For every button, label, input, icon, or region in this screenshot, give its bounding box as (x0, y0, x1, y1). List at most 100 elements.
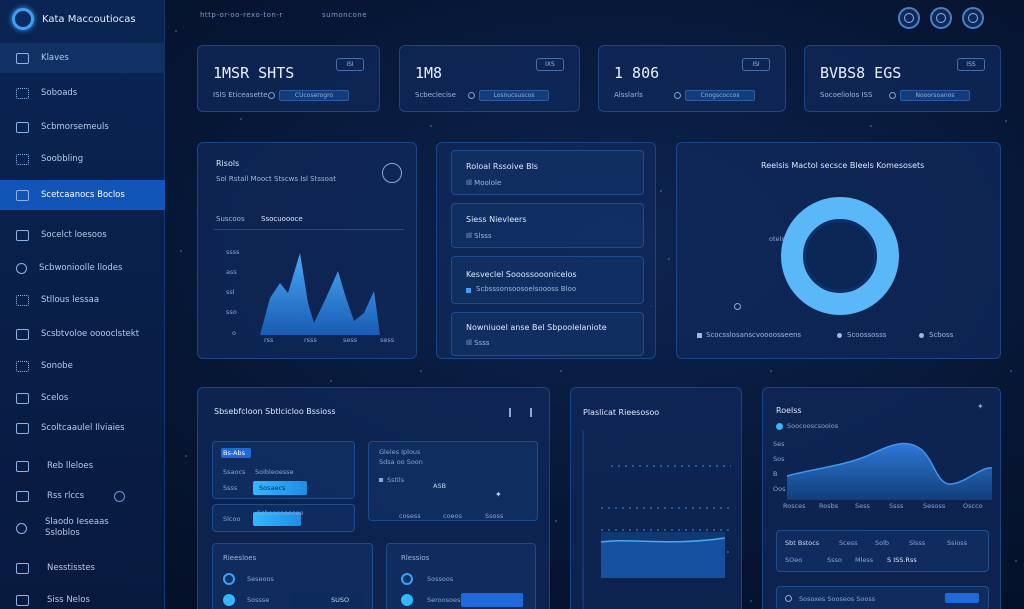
flow-panel: Plaslicat Rieesosoo (570, 387, 742, 609)
settings-icon[interactable]: ✦ (977, 402, 984, 411)
kpi-badge: ISI (336, 58, 364, 71)
kpi-badge: ISI (742, 58, 770, 71)
status-card[interactable]: Bs-Abs Ssaocs Soibleoesse Ssss Sosaecs (212, 441, 355, 499)
tab-suscoos[interactable]: Suscoos (216, 215, 245, 223)
stats-card[interactable]: Sbt Bstocs Scess Solb Slsss Ssioss SOeo … (776, 530, 989, 572)
legend-swatch-icon (837, 333, 842, 338)
donut-chart (781, 197, 899, 315)
brand[interactable]: Kata Maccoutiocas (12, 8, 136, 30)
nodes-icon (16, 153, 29, 165)
top-actions (898, 7, 984, 29)
y-tick: ssl (226, 288, 235, 296)
kpi-card[interactable]: BVBS8 EGS ISS Socoeliolos ISS Nooorsoano… (804, 45, 1001, 112)
chart-icon (16, 121, 29, 133)
list-item[interactable]: Nowniuoel anse Bel Sbpoolelaniote Ill Ss… (451, 312, 644, 356)
dots-icon (16, 360, 29, 372)
app-title: Kata Maccoutiocas (42, 13, 136, 25)
legend-swatch-icon (919, 333, 924, 338)
filter-icon[interactable] (509, 408, 511, 417)
kpi-pill: Cnogscoccos (685, 90, 755, 101)
selection-chip[interactable] (221, 448, 251, 458)
x-tick: Sess (855, 502, 870, 510)
sidebar-item-scbmorsemeuls[interactable]: Scbmorsemeuls (0, 112, 165, 142)
kpi-label: ISIS Eticeasette (213, 91, 268, 99)
list-panel: Roloal Rssoive Bls Ill Moolole Siess Nie… (436, 142, 656, 359)
logo-icon (12, 8, 34, 30)
status-icon (223, 573, 235, 585)
highlight-field (461, 593, 523, 607)
notification-icon[interactable] (898, 7, 920, 29)
sidebar-item-soobbling[interactable]: Soobbling (0, 144, 165, 174)
topbar-status: sumoncone (322, 11, 367, 19)
x-tick: Rosbs (819, 502, 839, 510)
progress-bar (253, 512, 301, 526)
x-tick: sess (380, 336, 395, 344)
sidebar-item-rss-rlccs[interactable]: Rss rlccs (0, 481, 165, 511)
y-tick: B (773, 470, 778, 478)
settings-icon[interactable] (930, 7, 952, 29)
sidebar-item-siss-nelos[interactable]: Siss Nelos (0, 585, 165, 609)
operations-panel: Sbsebfcloon Sbtlcicloo Bssioss Bs-Abs Ss… (197, 387, 550, 609)
area-chart (787, 442, 992, 500)
list-item[interactable]: Siess Nievleers Ill Slsss (451, 203, 644, 248)
file-icon (16, 460, 29, 472)
y-tick: Ses (773, 440, 785, 448)
file-icon (16, 562, 29, 574)
doc-icon (16, 229, 29, 241)
profile-icon[interactable] (962, 7, 984, 29)
sidebar-item-nesstisstes[interactable]: Nesstisstes (0, 553, 165, 583)
tab-ssocuoooce[interactable]: Ssocuoooce (261, 215, 303, 223)
x-tick: Sesoss (923, 502, 946, 510)
marker-icon (379, 478, 383, 482)
sidebar-item-stllous[interactable]: Stllous lessaa (0, 285, 165, 315)
sidebar-item-scbwonioolle[interactable]: Scbwonioolle llodes (0, 253, 165, 283)
sidebar-item-klaves[interactable]: Klaves (0, 43, 165, 73)
legend-item: Scboss (929, 331, 954, 339)
resource-card[interactable]: Rlessios Sossoos Seroosoess (386, 543, 536, 609)
area-panel: Roelss ✦ Soocooscsoolos Ses Sos B Oos Ro… (762, 387, 1001, 609)
kpi-value: 1M8 (415, 64, 443, 82)
sidebar-item-socelct[interactable]: Socelct loesoos (0, 220, 165, 250)
cursor-icon: ✦ (495, 490, 502, 499)
sidebar-item-scelos[interactable]: Scelos (0, 383, 165, 413)
sidebar-item-scoltcaaulel[interactable]: Scoltcaaulel Ilviaies (0, 413, 165, 443)
sidebar-item-sonobe[interactable]: Sonobe (0, 351, 165, 381)
footer-card[interactable]: Sosoxes Sooseos Sooss (776, 586, 989, 609)
bolt-icon (16, 328, 29, 340)
legend-item: Soocooscsoolos (787, 422, 839, 430)
sidebar-item-scetcaanocs[interactable]: Scetcaanocs Boclos (0, 180, 165, 210)
action-chip[interactable] (945, 593, 979, 603)
network-icon (16, 294, 29, 306)
kpi-value: BVBS8 EGS (820, 64, 902, 82)
indicator-icon (468, 92, 475, 99)
trend-panel: Risols Sol Rstall Mooct Stscws Isl Stsso… (197, 142, 417, 359)
sidebar-item-slaodo[interactable]: Slaodo Ieseaas Ssloblos (0, 513, 165, 543)
kpi-pill: CUcoserogro (279, 90, 349, 101)
distribution-card[interactable]: Gleles Iplous Sdsa oo Soon Sstlls ASB ✦ … (368, 441, 538, 521)
resource-card[interactable]: Rieesloes Seseoos Sossse SUSO (212, 543, 373, 609)
kpi-pill: Nooorsoanos (900, 90, 970, 101)
y-tick: o (232, 329, 236, 337)
y-tick: Oos (773, 485, 786, 493)
kpi-card[interactable]: 1 806 ISI Alsslarls Cnogscoccos (598, 45, 786, 112)
status-icon (401, 573, 413, 585)
legend-item: Scoossosss (847, 331, 887, 339)
kpi-card[interactable]: 1M8 IXS Scbeclecise Losnucsuscos (399, 45, 580, 112)
sidebar-item-soboads[interactable]: Soboads (0, 78, 165, 108)
status-icon (223, 594, 235, 606)
divider (214, 229, 404, 230)
sidebar-item-reb-lleloes[interactable]: Reb lleloes (0, 451, 165, 481)
refresh-icon[interactable] (382, 163, 402, 183)
donut-ring (781, 197, 899, 315)
status-card[interactable]: Slcoo Ssboasoeesee (212, 504, 355, 532)
legend-swatch-icon (776, 423, 783, 430)
list-item[interactable]: Kesveclel Sooossooonicelos Scbsssonsooso… (451, 256, 644, 304)
sidebar-item-scsbtvoloe[interactable]: Scsbtvoloe ooooclstekt (0, 319, 165, 349)
donut-panel: Reelsis Mactol secsce Bleels Komesosets … (676, 142, 1001, 359)
kpi-card[interactable]: 1MSR SHTS ISI ISIS Eticeasette CUcoserog… (197, 45, 380, 112)
menu-icon[interactable] (530, 408, 532, 417)
list-item[interactable]: Roloal Rssoive Bls Ill Moolole (451, 150, 644, 195)
kpi-badge: IXS (536, 58, 564, 71)
flow-chart (582, 430, 731, 609)
bullet-icon (466, 288, 471, 293)
